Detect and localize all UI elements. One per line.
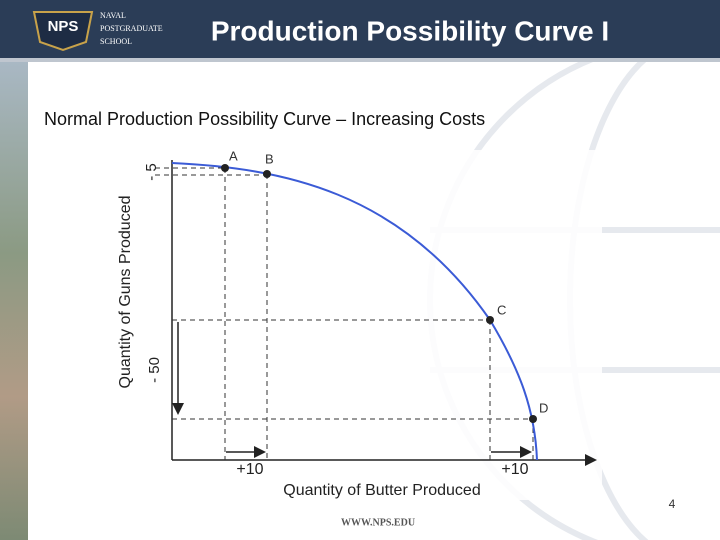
point-label: C	[497, 302, 506, 317]
y-change-label: - 50	[146, 357, 163, 383]
header-rule	[0, 58, 720, 62]
subtitle: Normal Production Possibility Curve – In…	[44, 109, 485, 129]
y-axis-label: Quantity of Guns Produced	[117, 196, 134, 389]
logo-line: SCHOOL	[100, 37, 132, 46]
x-axis-label: Quantity of Butter Produced	[283, 482, 480, 499]
footer-url: WWW.NPS.EDU	[341, 517, 415, 528]
logo: NPS NAVAL POSTGRADUATE SCHOOL	[32, 11, 163, 52]
ppc-curve	[171, 162, 538, 461]
logo-line: POSTGRADUATE	[100, 24, 163, 33]
point-label: A	[229, 148, 238, 163]
guide-lines	[155, 167, 534, 460]
curve-points	[221, 164, 537, 423]
logo-line: NAVAL	[100, 11, 126, 20]
slide-title: Production Possibility Curve I	[211, 15, 609, 46]
y-change-label: - 5	[143, 163, 160, 181]
point-labels: A B C D	[229, 148, 548, 415]
x-change-label: +10	[236, 461, 263, 478]
diagram-panel	[112, 150, 602, 500]
x-change-label: +10	[501, 461, 528, 478]
point-label: B	[265, 151, 274, 166]
page-number: 4	[669, 497, 676, 511]
logo-badge: NPS	[48, 18, 79, 35]
photo-strip	[0, 62, 28, 540]
header-bar	[0, 0, 720, 62]
point-label: D	[539, 400, 548, 415]
ppc-diagram: A B C D - 5 - 50 +10 +10 Quantity of Gun…	[112, 148, 602, 500]
